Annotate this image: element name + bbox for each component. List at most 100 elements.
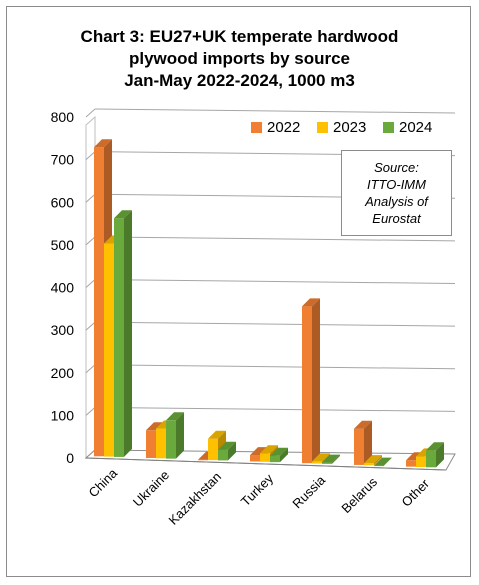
bar-side — [124, 210, 132, 457]
bar-top — [302, 298, 320, 307]
bar-china-2024 — [114, 210, 132, 457]
x-tick-label-china: China — [85, 465, 120, 500]
bar-side — [364, 420, 372, 465]
bar-front — [302, 306, 312, 464]
gridline-side — [85, 151, 96, 160]
bar-front — [270, 455, 280, 463]
source-line-1: Source: — [374, 160, 419, 175]
gridline — [94, 364, 456, 370]
bar-side — [312, 298, 320, 464]
x-tick-label-other: Other — [399, 476, 433, 510]
bar-top — [208, 430, 226, 439]
bar-front — [374, 465, 384, 467]
bars — [94, 139, 444, 468]
gridline-side — [85, 193, 96, 203]
x-tick-label-turkey: Turkey — [238, 470, 277, 509]
bar-top — [166, 412, 184, 421]
chart-frame — [6, 6, 471, 577]
gridline — [94, 321, 456, 327]
bar-front — [426, 450, 436, 468]
bar-top — [218, 441, 236, 450]
bar-side — [280, 447, 288, 463]
gridline — [94, 236, 456, 242]
bar-front — [104, 243, 114, 457]
bar-top — [146, 422, 164, 431]
bar-kazakhstan-2024 — [218, 441, 236, 461]
bar-russia-2024 — [322, 454, 340, 464]
gridline-side — [85, 407, 96, 416]
bar-russia-2022 — [302, 298, 320, 464]
legend-swatch-2024 — [383, 122, 394, 133]
bar-front — [312, 461, 322, 464]
legend-swatch-2022 — [251, 122, 262, 133]
bar-side — [176, 412, 184, 459]
bar-top — [354, 420, 372, 429]
y-tick-label: 700 — [51, 152, 75, 168]
bar-top — [364, 455, 382, 464]
chart-title-line-2: plywood imports by source — [128, 49, 351, 68]
gridline-side — [85, 364, 96, 374]
bar-front — [156, 428, 166, 459]
gridline-side — [85, 236, 96, 246]
legend-swatch-2023 — [317, 122, 328, 133]
legend-label-2022: 2022 — [267, 119, 301, 136]
bar-belarus-2022 — [354, 420, 372, 465]
bar-front — [208, 438, 218, 461]
bar-top — [114, 210, 132, 219]
y-tick-label: 800 — [51, 109, 75, 125]
bar-front — [198, 459, 208, 461]
bar-belarus-2023 — [364, 455, 382, 466]
gridline — [94, 279, 456, 284]
chart-title-line-1: Chart 3: EU27+UK temperate hardwood — [80, 27, 399, 46]
bar-top — [322, 454, 340, 463]
bar-front — [354, 428, 364, 465]
bar-top — [260, 445, 278, 454]
x-tick-label-belarus: Belarus — [338, 474, 380, 516]
y-tick-label: 200 — [51, 365, 75, 381]
y-axis: 0 100 200 300 400 500 600 700 800 — [51, 109, 75, 466]
bar-front — [322, 462, 332, 464]
legend-item-2024: 2024 — [383, 120, 432, 136]
gridline-side — [85, 108, 96, 118]
chart-title-line-3: Jan-May 2022-2024, 1000 m3 — [124, 71, 355, 90]
bar-top — [374, 457, 392, 466]
legend-item-2023: 2023 — [317, 120, 366, 136]
y-tick-label: 600 — [51, 194, 75, 210]
bar-front — [114, 218, 124, 457]
chart-title: Chart 3: EU27+UK temperate hardwood plyw… — [0, 26, 479, 92]
legend-label-2023: 2023 — [333, 119, 367, 136]
gridline — [94, 108, 456, 114]
gridline — [94, 406, 456, 412]
legend-item-2022: 2022 — [251, 120, 300, 136]
bar-front — [364, 463, 374, 466]
y-tick-label: 500 — [51, 237, 75, 253]
bar-front — [94, 147, 104, 457]
bar-front — [250, 455, 260, 462]
bar-side — [228, 441, 236, 461]
y-tick-label: 100 — [51, 407, 75, 423]
source-line-2: ITTO-IMM — [367, 177, 426, 192]
bar-turkey-2024 — [270, 447, 288, 463]
bar-other-2024 — [426, 442, 444, 468]
y-tick-label: 300 — [51, 322, 75, 338]
bar-front — [406, 460, 416, 467]
bar-side — [374, 455, 382, 466]
bar-top — [270, 447, 288, 456]
bar-front — [146, 430, 156, 458]
gridline-side — [85, 279, 96, 288]
source-line-4: Eurostat — [372, 211, 421, 226]
bar-side — [436, 442, 444, 468]
plot-walls — [85, 115, 96, 460]
legend-label-2024: 2024 — [399, 119, 433, 136]
gridline-side — [85, 321, 96, 331]
x-tick-label-ukraine: Ukraine — [130, 467, 172, 509]
bar-top — [426, 442, 444, 451]
bar-belarus-2024 — [374, 457, 392, 467]
y-tick-label: 0 — [66, 450, 74, 466]
source-note: Source: ITTO-IMM Analysis of Eurostat — [341, 150, 452, 236]
side-wall — [85, 115, 96, 460]
y-tick-label: 400 — [51, 280, 75, 296]
x-tick-label-russia: Russia — [289, 472, 328, 511]
